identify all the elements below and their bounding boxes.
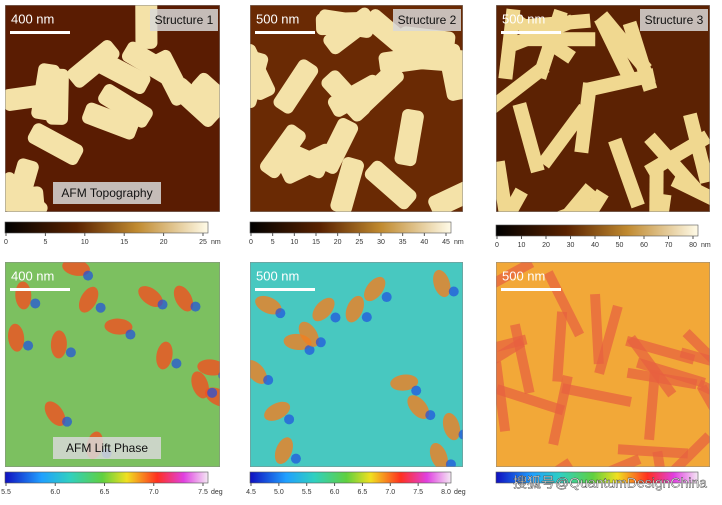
colorbar	[250, 472, 451, 483]
colorbar-unit: nm	[701, 242, 711, 249]
phase-spot	[171, 359, 181, 369]
panel-caption: AFM Lift Phase	[66, 441, 148, 455]
phase-spot	[62, 417, 72, 427]
scale-label: 500 nm	[502, 11, 545, 26]
scale-bar	[10, 31, 70, 34]
phase-spot	[23, 341, 33, 351]
colorbar-unit: nm	[454, 239, 464, 246]
panel-title: Structure 1	[155, 13, 214, 27]
colorbar-tick-label: 30	[377, 239, 385, 246]
colorbar-tick-label: 20	[334, 239, 342, 246]
phase-spot	[425, 410, 435, 420]
scale-bar	[501, 288, 561, 291]
phase-spot	[83, 271, 93, 281]
colorbar-tick-label: 25	[199, 239, 207, 246]
phase-spot	[96, 303, 106, 313]
colorbar-unit: deg	[211, 489, 223, 496]
colorbar-tick-label: 7.0	[385, 489, 395, 496]
phase-spot	[291, 454, 301, 464]
network-strut	[595, 294, 599, 364]
colorbar-tick-label: 6.0	[330, 489, 340, 496]
network-strut	[618, 449, 688, 453]
colorbar	[496, 225, 698, 236]
phase-spot	[284, 414, 294, 424]
colorbar-tick-label: 0	[249, 239, 253, 246]
colorbar-tick-label: 0	[4, 239, 8, 246]
phase-spot	[30, 298, 40, 308]
phase-spot	[330, 313, 340, 323]
colorbar	[5, 472, 208, 483]
scale-label: 400 nm	[11, 11, 54, 26]
colorbar-tick-label: 50	[616, 242, 624, 249]
phase-spot	[362, 312, 372, 322]
colorbar-tick-label: 10	[518, 242, 526, 249]
phase-spot	[411, 386, 421, 396]
colorbar-tick-label: 45	[442, 239, 450, 246]
colorbar-tick-label: 15	[120, 239, 128, 246]
panel-caption: AFM Topography	[61, 186, 152, 200]
colorbar-tick-label: 0	[495, 242, 499, 249]
colorbar-tick-label: 8.0	[441, 489, 451, 496]
phase-spot	[190, 302, 200, 312]
phase-spot	[382, 292, 392, 302]
phase-spot	[225, 400, 235, 410]
panel-title: Structure 2	[398, 13, 457, 27]
colorbar-tick-label: 5.5	[302, 489, 312, 496]
colorbar-tick-label: 80	[689, 242, 697, 249]
phase-spot	[125, 330, 135, 340]
colorbar-tick-label: 6.5	[100, 489, 110, 496]
colorbar-tick-label: 4.5	[246, 489, 256, 496]
colorbar-tick-label: 5.5	[1, 489, 11, 496]
scale-label: 500 nm	[256, 11, 299, 26]
colorbar-tick-label: 30	[567, 242, 575, 249]
colorbar-tick-label: 20	[542, 242, 550, 249]
afm-image	[241, 262, 468, 472]
colorbar-tick-label: 25	[355, 239, 363, 246]
scale-bar	[255, 288, 315, 291]
colorbar-tick-label: 40	[420, 239, 428, 246]
colorbar-tick-label: 60	[640, 242, 648, 249]
phase-spot	[263, 375, 273, 385]
colorbar	[5, 222, 208, 233]
network-strut	[557, 312, 562, 382]
colorbar-tick-label: 5	[271, 239, 275, 246]
colorbar-tick-label: 6.0	[50, 489, 60, 496]
scale-bar	[10, 288, 70, 291]
watermark: 搜狐号@QuantumDesignChina	[513, 475, 707, 491]
phase-spot	[66, 347, 76, 357]
scale-bar	[501, 31, 561, 34]
scale-label: 500 nm	[502, 268, 545, 283]
colorbar-tick-label: 35	[399, 239, 407, 246]
colorbar	[250, 222, 451, 233]
colorbar-tick-label: 15	[312, 239, 320, 246]
colorbar-unit: deg	[454, 489, 466, 496]
phase-spot	[316, 337, 326, 347]
colorbar-tick-label: 20	[160, 239, 168, 246]
phase-spot	[458, 430, 468, 440]
phase-spot	[449, 286, 459, 296]
colorbar-tick-label: 10	[290, 239, 298, 246]
phase-spot	[446, 459, 456, 469]
scale-label: 400 nm	[11, 268, 54, 283]
afm-image	[233, 5, 486, 219]
panel-title: Structure 3	[645, 13, 704, 27]
phase-spot	[275, 308, 285, 318]
colorbar-tick-label: 7.0	[149, 489, 159, 496]
colorbar-tick-label: 70	[665, 242, 673, 249]
image-background	[250, 262, 463, 467]
afm-image	[458, 262, 722, 500]
colorbar-unit: nm	[211, 239, 221, 246]
phase-spot	[207, 388, 217, 398]
phase-spot	[158, 300, 168, 310]
colorbar-tick-label: 5	[43, 239, 47, 246]
colorbar-tick-label: 7.5	[413, 489, 423, 496]
colorbar-tick-label: 40	[591, 242, 599, 249]
colorbar-tick-label: 10	[81, 239, 89, 246]
colorbar-tick-label: 5.0	[274, 489, 284, 496]
scale-bar	[255, 31, 315, 34]
scale-label: 500 nm	[256, 268, 299, 283]
colorbar-tick-label: 7.5	[198, 489, 208, 496]
colorbar-tick-label: 6.5	[358, 489, 368, 496]
